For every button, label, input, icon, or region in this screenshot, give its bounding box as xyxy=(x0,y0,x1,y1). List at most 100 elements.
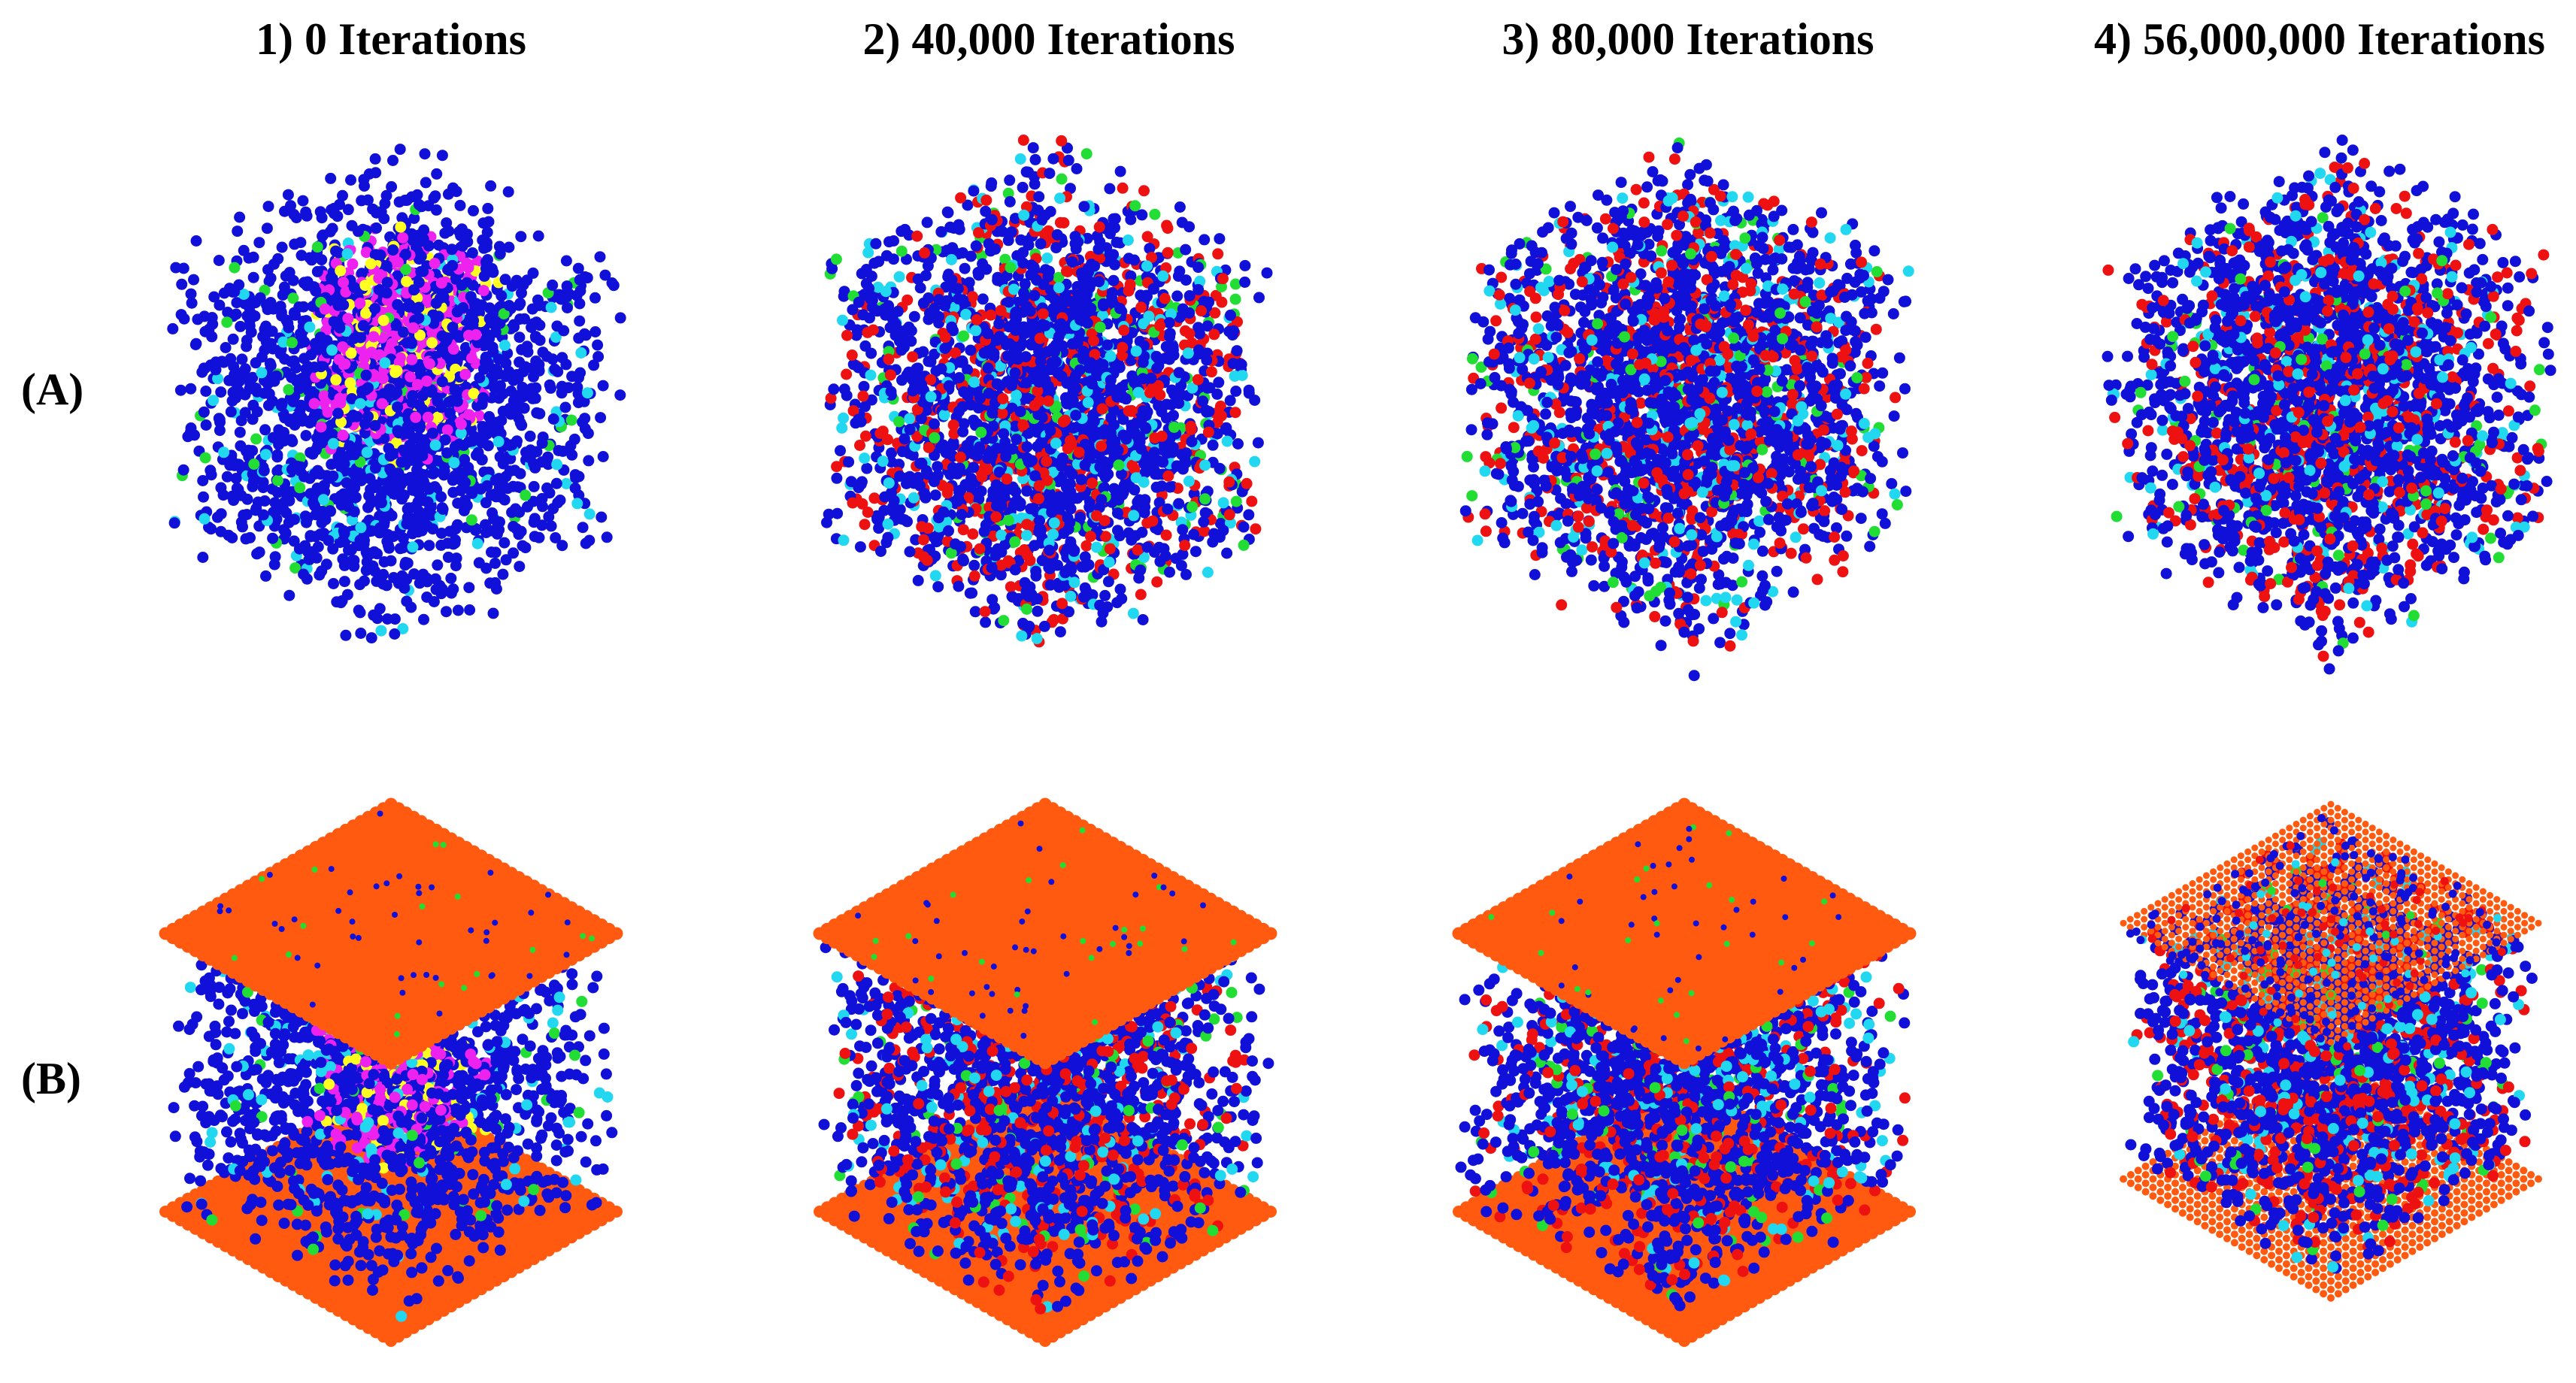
blue-particle xyxy=(189,339,202,350)
blue-particle xyxy=(514,331,526,343)
blue-particle xyxy=(277,289,289,301)
blue-particle xyxy=(395,456,408,468)
cyan-particle xyxy=(859,452,871,465)
blue-particle xyxy=(261,299,272,311)
red-particle xyxy=(1096,403,1108,415)
red-particle xyxy=(1138,185,1150,197)
blue-particle xyxy=(932,581,944,593)
blue-particle xyxy=(597,380,609,392)
red-particle xyxy=(841,368,853,380)
blue-particle xyxy=(312,541,324,552)
blue-particle xyxy=(356,195,368,207)
blue-particle xyxy=(214,413,226,425)
blue-particle xyxy=(215,525,227,537)
blue-particle xyxy=(553,445,565,456)
green-particle xyxy=(311,241,323,253)
red-particle xyxy=(859,430,871,442)
blue-particle xyxy=(856,268,868,280)
blue-particle xyxy=(496,290,508,301)
blue-particle xyxy=(1199,234,1211,246)
blue-particle xyxy=(831,472,843,484)
blue-particle xyxy=(1126,423,1138,435)
blue-particle xyxy=(508,321,520,333)
blue-particle xyxy=(298,376,310,388)
blue-particle xyxy=(338,488,350,500)
blue-particle xyxy=(446,244,458,256)
blue-particle xyxy=(400,248,411,260)
cyan-particle xyxy=(1217,497,1229,509)
blue-particle xyxy=(280,527,292,539)
blue-particle xyxy=(572,397,584,409)
blue-particle xyxy=(923,356,935,368)
blue-particle xyxy=(362,410,374,422)
blue-particle xyxy=(536,519,548,531)
blue-particle xyxy=(257,509,269,521)
blue-particle xyxy=(552,497,564,509)
blue-particle xyxy=(283,589,295,601)
blue-particle xyxy=(489,557,501,569)
blue-particle xyxy=(481,480,493,492)
blue-particle xyxy=(214,299,226,311)
blue-particle xyxy=(892,510,904,522)
blue-particle xyxy=(550,532,562,543)
blue-particle xyxy=(358,174,370,186)
yellow-particle xyxy=(344,377,356,389)
blue-particle xyxy=(188,274,199,286)
blue-particle xyxy=(244,319,256,331)
blue-particle xyxy=(477,235,489,246)
cyan-particle xyxy=(379,357,391,369)
blue-particle xyxy=(946,274,958,286)
magenta-particle xyxy=(376,398,388,410)
red-particle xyxy=(996,407,1008,419)
blue-particle xyxy=(213,255,225,266)
blue-particle xyxy=(283,495,295,507)
blue-particle xyxy=(185,288,197,300)
magenta-particle xyxy=(368,331,380,343)
blue-particle xyxy=(595,412,607,424)
blue-particle xyxy=(243,445,254,457)
blue-particle xyxy=(389,628,401,640)
red-particle xyxy=(884,369,896,381)
blue-particle xyxy=(380,260,392,272)
blue-particle xyxy=(962,199,974,211)
red-particle xyxy=(1183,328,1196,340)
red-particle xyxy=(1147,515,1159,527)
magenta-particle xyxy=(339,358,351,370)
red-particle xyxy=(1162,470,1174,482)
blue-particle xyxy=(221,471,233,483)
blue-particle xyxy=(929,489,941,501)
blue-particle xyxy=(218,287,230,299)
blue-particle xyxy=(596,511,608,523)
green-particle xyxy=(286,337,298,349)
blue-particle xyxy=(577,416,589,428)
blue-particle xyxy=(259,495,271,507)
blue-particle xyxy=(411,189,423,201)
blue-particle xyxy=(291,410,303,422)
blue-particle xyxy=(310,285,322,297)
blue-particle xyxy=(428,192,440,204)
blue-particle xyxy=(1029,178,1041,190)
magenta-particle xyxy=(340,286,352,298)
cyan-particle xyxy=(893,271,905,283)
blue-particle xyxy=(380,580,392,592)
blue-particle xyxy=(1202,320,1214,332)
cyan-particle xyxy=(883,477,895,489)
cyan-particle xyxy=(218,446,230,458)
blue-particle xyxy=(274,301,286,312)
blue-particle xyxy=(858,380,870,392)
blue-particle xyxy=(489,474,502,486)
blue-particle xyxy=(608,280,620,292)
blue-particle xyxy=(262,201,274,213)
blue-particle xyxy=(494,451,506,463)
blue-particle xyxy=(229,369,241,380)
blue-particle xyxy=(259,329,271,341)
blue-particle xyxy=(343,544,354,556)
blue-particle xyxy=(300,363,312,375)
blue-particle xyxy=(1079,459,1091,471)
blue-particle xyxy=(996,546,1008,558)
blue-particle xyxy=(274,348,286,360)
green-particle xyxy=(1002,187,1014,199)
blue-particle xyxy=(922,260,934,272)
blue-particle xyxy=(261,222,273,235)
magenta-particle xyxy=(422,411,434,423)
